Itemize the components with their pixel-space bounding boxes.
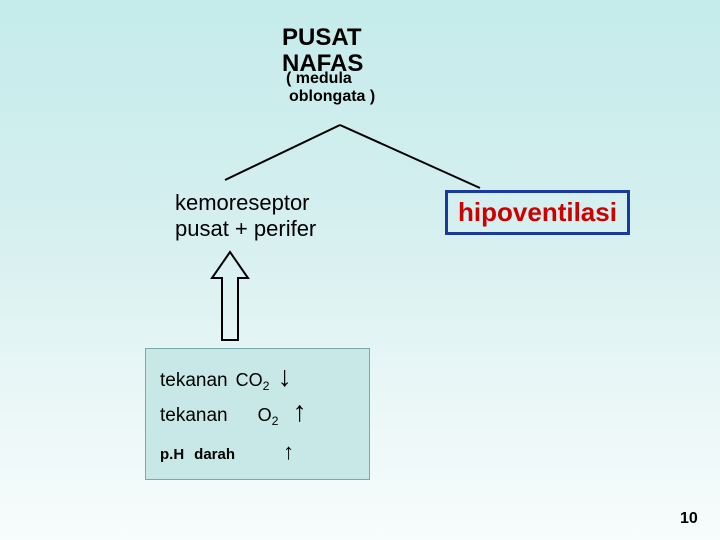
- data-row-co2: tekanan CO2 ↓: [160, 361, 355, 394]
- row3-label1: p.H: [160, 446, 184, 463]
- row1-arrow: ↓: [278, 361, 292, 394]
- row2-label1: tekanan: [160, 405, 228, 427]
- row1-label2: CO: [236, 370, 263, 391]
- up-arrow-shape: [212, 252, 248, 340]
- row3-label2: darah: [194, 446, 235, 463]
- slide-number: 10: [680, 510, 698, 528]
- row2-sub: 2: [272, 414, 279, 428]
- row1-sub: 2: [263, 379, 270, 393]
- data-box: tekanan CO2 ↓ tekanan O2 ↑ p.H darah ↑: [145, 348, 370, 480]
- data-row-o2: tekanan O2 ↑: [160, 396, 355, 429]
- row2-label2: O: [258, 405, 272, 426]
- row1-label1: tekanan: [160, 370, 228, 392]
- row3-arrow: ↑: [283, 439, 294, 465]
- row2-arrow: ↑: [293, 396, 307, 429]
- data-row-ph: p.H darah ↑: [160, 439, 355, 465]
